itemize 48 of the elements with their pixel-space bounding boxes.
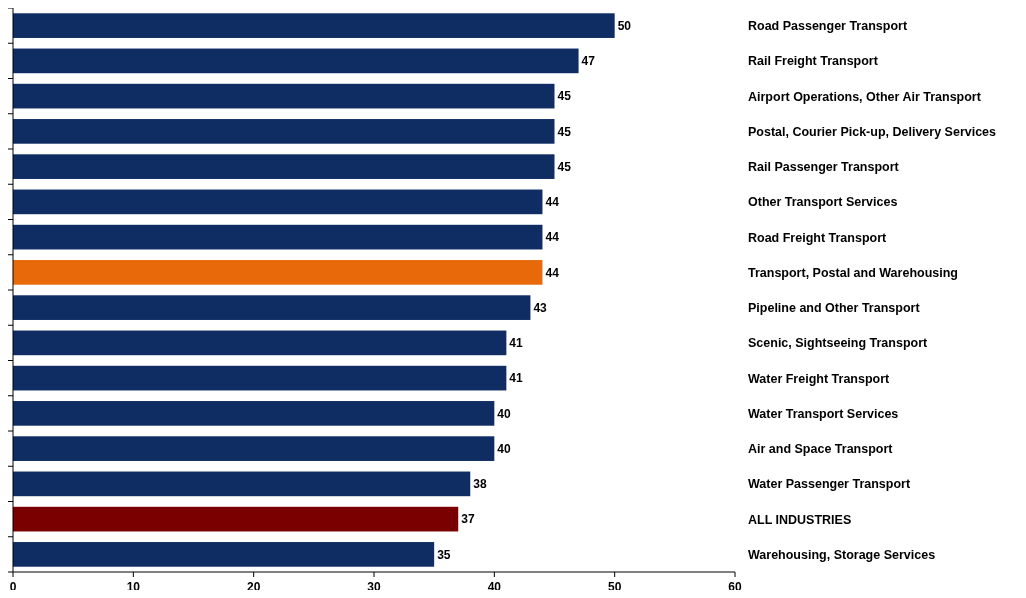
bar [13,13,615,38]
data-label: 43 [533,300,548,315]
y-tick-label: Transport, Postal and Warehousing [748,265,958,280]
y-tick-label: Road Passenger Transport [748,19,908,33]
data-label: 37 [461,512,475,527]
bar [13,365,507,391]
y-tick-label: Rail Freight Transport [748,54,879,69]
bar [13,48,579,74]
bar [13,224,543,250]
data-label: 47 [581,54,596,69]
y-tick-label: Postal, Courier Pick-up, Delivery Services [748,124,997,139]
bar [13,119,555,144]
data-label: 44 [545,195,560,210]
y-tick-label: Water Freight Transport [748,371,891,386]
data-label: 41 [509,371,524,386]
data-label: 38 [473,477,487,492]
bar [13,295,531,320]
y-tick-label: Airport Operations, Other Air Transport [748,89,982,104]
data-label: 35 [437,547,451,562]
data-label: 45 [557,159,572,174]
data-label: 50 [617,18,632,33]
y-tick-label: Air and Space Transport [748,442,894,456]
data-label: 45 [557,124,572,139]
data-label: 45 [557,89,572,104]
bar [13,401,495,426]
bar [13,436,495,461]
y-tick-label: Road Freight Transport [748,230,888,245]
y-tick-label: Warehousing, Storage Services [748,547,936,562]
bar [13,189,543,215]
y-tick-label: Water Passenger Transport [748,477,911,492]
y-tick-label: Other Transport Services [748,195,898,210]
data-label: 44 [545,265,560,280]
y-tick-label: Scenic, Sightseeing Transport [748,336,929,351]
y-tick-label: Water Transport Services [748,406,899,421]
y-tick-label: ALL INDUSTRIES [748,512,852,527]
bar [13,506,459,532]
bar [13,83,555,109]
data-label: 44 [545,230,560,245]
bar [13,260,543,285]
bar [13,471,471,497]
data-label: 40 [497,406,512,421]
data-label: 41 [509,336,524,351]
y-tick-label: Pipeline and Other Transport [748,301,921,315]
bar [13,330,507,356]
y-tick-label: Rail Passenger Transport [748,160,900,174]
bar [13,154,555,179]
bar [13,542,435,567]
data-label: 40 [497,441,512,456]
